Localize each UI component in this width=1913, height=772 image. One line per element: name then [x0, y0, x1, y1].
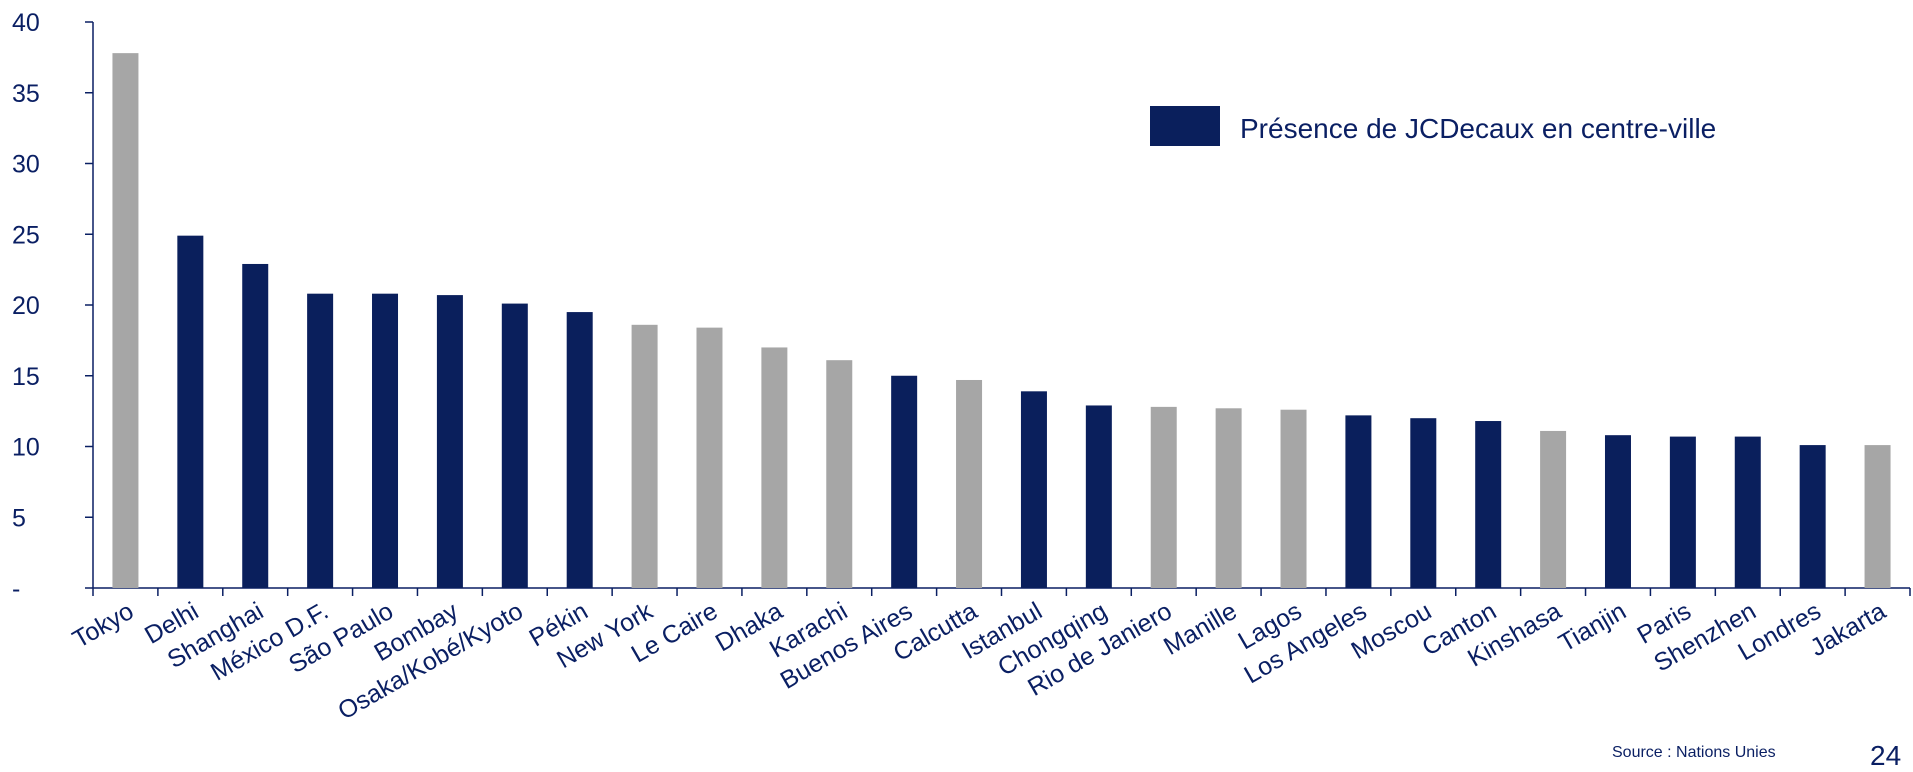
y-tick-label: 5 [12, 504, 26, 532]
source-note: Source : Nations Unies [1612, 744, 1776, 761]
bar [761, 347, 788, 588]
bar [1669, 436, 1696, 588]
bar [501, 303, 528, 588]
y-tick-label: 10 [12, 434, 40, 462]
y-tick-label: 30 [12, 151, 40, 179]
bar [631, 324, 658, 588]
bar [1345, 415, 1372, 588]
legend: Présence de JCDecaux en centre-ville [1150, 106, 1716, 146]
bar [1864, 445, 1891, 588]
y-tick-label: 35 [12, 80, 40, 108]
x-tick-label: Tianjin [1554, 597, 1631, 658]
bar [1475, 421, 1502, 588]
bar [826, 360, 853, 588]
bar [242, 263, 269, 588]
bars [112, 53, 1891, 589]
x-tick-label: Manille [1159, 597, 1242, 661]
bar [1410, 418, 1437, 588]
legend-label: Présence de JCDecaux en centre-ville [1240, 113, 1716, 144]
bar [1020, 391, 1047, 588]
y-axis: - 5 10 15 20 25 30 35 40 [12, 9, 94, 603]
bar [1150, 406, 1177, 588]
bar [956, 379, 983, 588]
bar-chart: - 5 10 15 20 25 30 35 40 Tokyo DelhiShanghaiMéxic… [12, 9, 1911, 726]
bar [1799, 445, 1826, 588]
y-tick-label: 40 [12, 9, 40, 37]
bar [112, 53, 139, 588]
bar [696, 327, 723, 588]
bar [436, 295, 463, 588]
page-number: 24 [1870, 740, 1902, 771]
bar [1280, 409, 1307, 588]
bar [1540, 430, 1567, 588]
bar [177, 235, 204, 589]
bar [1604, 435, 1631, 588]
bar [1085, 405, 1112, 588]
x-tick-label: Jakarta [1806, 597, 1891, 662]
bar [1215, 408, 1242, 588]
y-tick-label: - [12, 575, 20, 603]
bar [1734, 436, 1761, 588]
bar [566, 312, 593, 588]
x-axis [92, 587, 1911, 596]
bar [891, 375, 918, 588]
legend-swatch [1150, 106, 1220, 146]
x-tick-label: Tokyo [68, 597, 139, 654]
y-tick-label: 15 [12, 363, 40, 391]
y-tick-label: 20 [12, 292, 40, 320]
y-tick-label: 25 [12, 221, 40, 249]
bar [307, 293, 334, 588]
bar [372, 293, 399, 588]
